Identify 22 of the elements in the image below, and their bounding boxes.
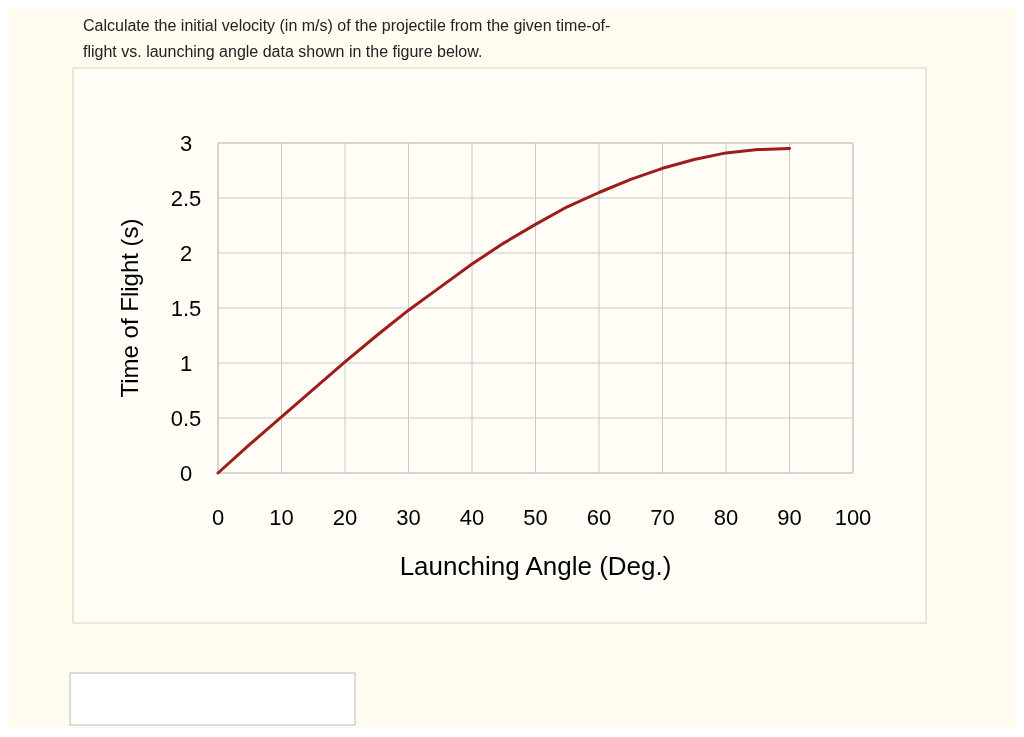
x-tick-label: 10 bbox=[269, 505, 294, 530]
x-tick-label: 70 bbox=[650, 505, 675, 530]
chart-title: Calculate the initial velocity (in m/s) of the projectile from the given time-of-flight vs. launching angle data shown in the figure below. bbox=[83, 16, 612, 62]
x-tick-label: 100 bbox=[834, 505, 872, 530]
line-series bbox=[216, 147, 791, 475]
x-axis-title: Launching Angle (Deg.) bbox=[399, 551, 672, 581]
x-tick-label: 60 bbox=[586, 505, 612, 530]
x-tick-label: 20 bbox=[332, 505, 358, 530]
x-tick-label: 50 bbox=[523, 505, 548, 530]
y-axis-title: Time of Flight (s) bbox=[116, 218, 143, 398]
y-tick-label: 1.5 bbox=[170, 296, 202, 321]
x-tick-label: 0 bbox=[211, 505, 225, 530]
y-tick-label: 2 bbox=[179, 241, 193, 266]
y-tick-label: 3 bbox=[179, 131, 193, 156]
x-tick-label: 40 bbox=[459, 505, 485, 530]
y-tick-label: 0 bbox=[179, 461, 193, 486]
y-tick-label: 2.5 bbox=[170, 186, 202, 211]
x-tick-label: 80 bbox=[713, 505, 739, 530]
y-tick-label: 1 bbox=[179, 351, 193, 376]
x-tick-label: 30 bbox=[396, 505, 421, 530]
x-tick-label: 90 bbox=[777, 505, 802, 530]
y-tick-label: 0.5 bbox=[170, 406, 202, 431]
